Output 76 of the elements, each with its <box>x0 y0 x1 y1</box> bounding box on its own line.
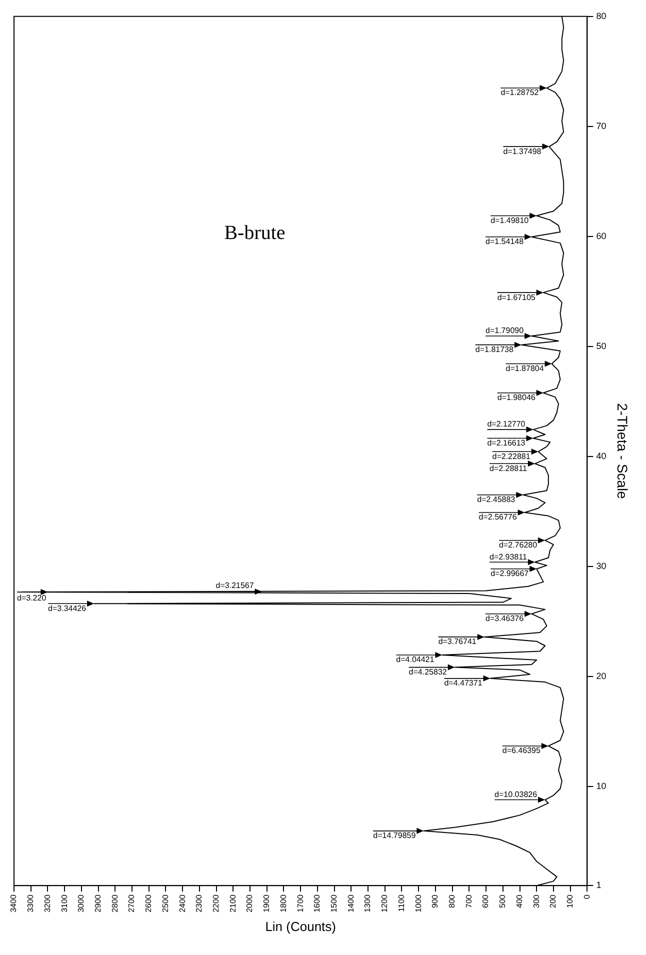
x-tick-label: 1300 <box>363 894 372 912</box>
x-tick-label: 1800 <box>278 894 288 912</box>
annotation: d=1.28752 <box>500 88 540 98</box>
annotation: d=2.12770 <box>487 420 526 429</box>
annotation: d=2.56776 <box>478 512 518 522</box>
x-tick-label: 3200 <box>42 894 52 912</box>
annotation: d=4.47371 <box>444 678 483 688</box>
y-tick-label: 50 <box>596 340 606 351</box>
annotation: d=6.46395 <box>502 746 541 756</box>
annotation: d=1.67105 <box>497 292 536 302</box>
y-tick-label: 60 <box>596 230 606 241</box>
y-axis-title: 2-Theta - Scale <box>614 403 631 500</box>
x-tick-label: 900 <box>430 894 440 908</box>
x-tick-label: 1900 <box>262 894 272 912</box>
y-tick-label: 20 <box>596 671 606 682</box>
annotation: d=2.45883 <box>477 495 516 504</box>
annotation: d=2.76280 <box>499 540 538 550</box>
annotation: d=14.79859 <box>373 831 416 840</box>
y-tick-label: 10 <box>596 781 606 792</box>
x-tick-label: 2800 <box>110 894 120 912</box>
x-tick-label: 1200 <box>380 894 390 912</box>
annotation: d=3.220 <box>17 593 47 602</box>
x-tick-label: 2200 <box>212 894 221 912</box>
annotation: d=1.54148 <box>486 237 524 246</box>
x-tick-label: 1500 <box>330 894 339 912</box>
annotation: d=3.76741 <box>438 637 477 646</box>
annotation: d=1.98046 <box>497 393 536 402</box>
y-tick-label: 30 <box>596 561 606 572</box>
annotation: d=2.28811 <box>489 464 528 473</box>
x-tick-label: 2700 <box>127 894 136 912</box>
x-tick-label: 800 <box>448 894 457 908</box>
annotation: B-brute <box>224 222 286 244</box>
x-tick-label: 1700 <box>296 894 305 912</box>
x-tick-label: 1600 <box>312 894 322 912</box>
y-tick-label: 70 <box>596 120 606 131</box>
annotation: d=10.03826 <box>494 790 538 799</box>
y-tick-label: 1 <box>596 880 602 890</box>
x-tick-label: 3300 <box>26 894 36 912</box>
x-tick-label: 2400 <box>178 894 187 912</box>
annotation: d=1.37498 <box>503 146 542 156</box>
x-tick-label: 1100 <box>396 894 406 912</box>
x-tick-label: 700 <box>464 894 474 908</box>
x-tick-label: 200 <box>548 894 558 908</box>
annotation: d=2.16613 <box>487 438 526 448</box>
y-tick-label: 40 <box>596 450 606 461</box>
x-tick-label: 500 <box>498 894 508 908</box>
x-tick-label: 2100 <box>228 894 238 912</box>
annotation: d=2.93811 <box>489 552 528 562</box>
annotation: d=4.25832 <box>408 668 448 677</box>
annotation: d=3.21567 <box>216 580 254 590</box>
x-tick-label: 3400 <box>9 894 18 912</box>
x-tick-label: 3100 <box>60 894 69 912</box>
annotation: d=1.49810 <box>490 216 530 225</box>
annotation: d=4.04421 <box>396 655 435 664</box>
x-tick-label: 2300 <box>194 894 204 912</box>
x-tick-label: 0 <box>582 894 592 900</box>
x-tick-label: 2000 <box>245 894 254 912</box>
x-tick-label: 1000 <box>414 894 423 912</box>
x-tick-label: 300 <box>532 894 541 908</box>
annotation: d=3.46376 <box>486 614 524 624</box>
x-tick-label: 600 <box>481 894 490 908</box>
y-tick-label: 80 <box>596 10 606 21</box>
x-axis-title: Lin (Counts) <box>265 918 336 934</box>
annotation: d=1.81738 <box>475 345 514 354</box>
annotation: d=2.99667 <box>490 569 530 578</box>
x-tick-label: 1400 <box>346 894 356 912</box>
x-tick-label: 100 <box>566 894 575 908</box>
x-tick-label: 3000 <box>76 894 86 912</box>
annotation: d=1.87804 <box>506 364 544 373</box>
x-tick-label: 2600 <box>144 894 154 912</box>
x-tick-label: 400 <box>514 894 524 908</box>
annotation: d=3.34426 <box>48 604 87 613</box>
annotation: d=2.22881 <box>492 452 531 461</box>
x-tick-label: 2900 <box>93 894 102 912</box>
annotation: d=1.79090 <box>486 326 524 336</box>
x-tick-label: 2500 <box>160 894 170 912</box>
